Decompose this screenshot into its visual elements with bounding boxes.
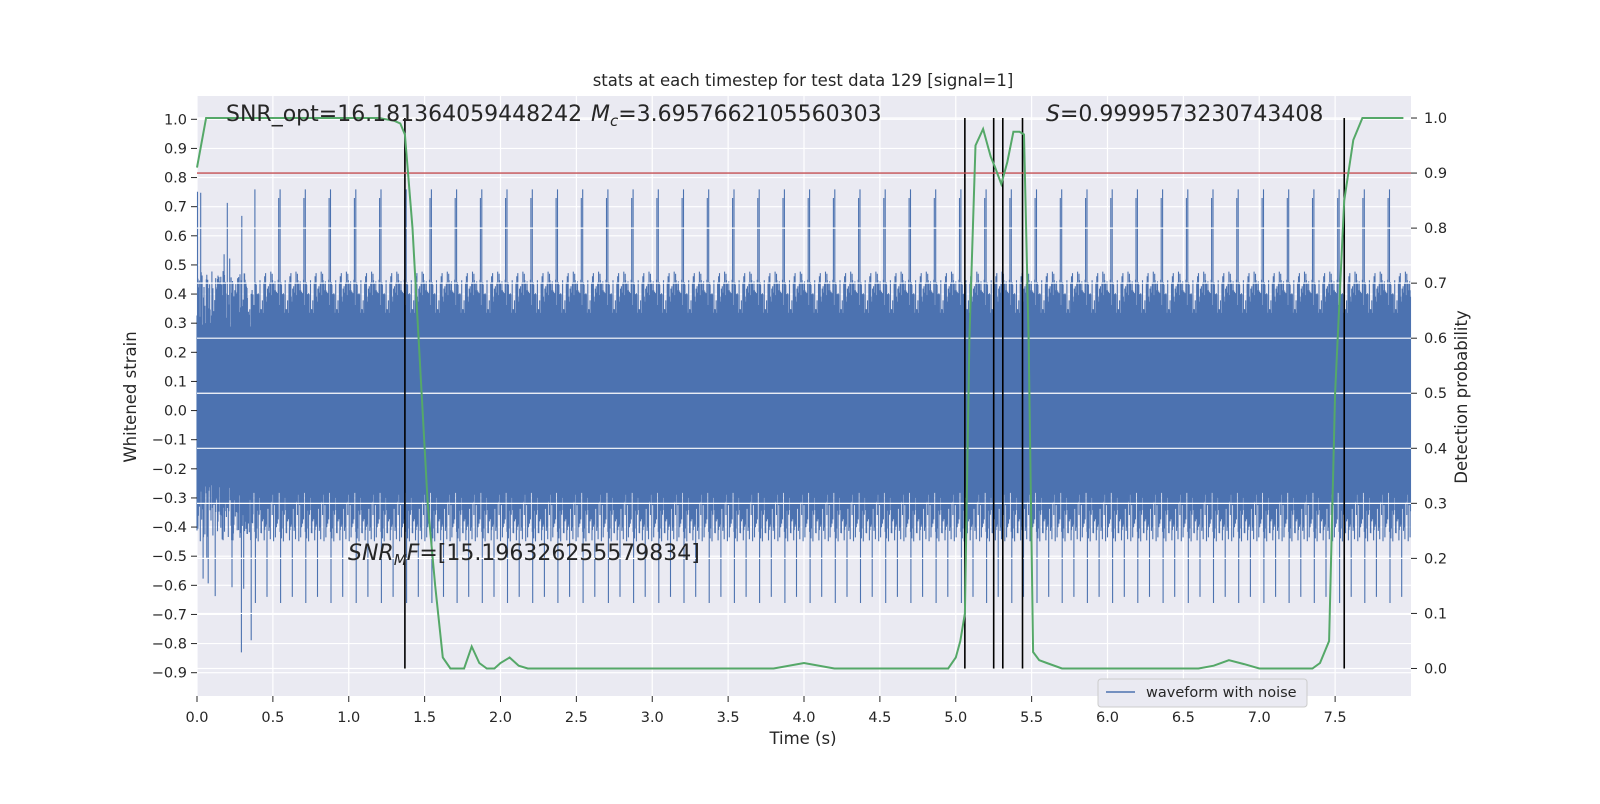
right-tick-label: 0.4 (1424, 441, 1447, 457)
probability-line (196, 117, 1404, 670)
left-tick-label: 0.4 (164, 287, 187, 303)
left-tick-label: 0.3 (164, 316, 187, 332)
left-tick-label: −0.1 (152, 433, 187, 449)
x-tick-label: 6.5 (1172, 710, 1195, 726)
legend: waveform with noise (1097, 678, 1308, 708)
legend-frame (1097, 678, 1308, 708)
left-tick-label: −0.6 (152, 578, 187, 594)
left-axis-ticks: −0.9 −0.8 −0.7 −0.6 −0.5 −0.4 −0.3 −0.2 −0.1 0.0 0… (152, 112, 197, 682)
left-tick-label: 0.9 (164, 141, 187, 157)
annotation-snr-mf-symbol: SNR (348, 541, 394, 566)
annotation-mc: Mc=3.6957662105560303 (591, 102, 882, 130)
right-tick-label: 0.3 (1424, 496, 1447, 512)
left-tick-label: −0.3 (152, 491, 187, 507)
x-tick-label: 2.0 (489, 710, 512, 726)
legend-entry: waveform with noise (1146, 685, 1297, 701)
x-tick-label: 7.5 (1324, 710, 1347, 726)
chart-title: stats at each timestep for test data 129… (593, 71, 1014, 90)
annotation-snr-mf-f: F (407, 541, 420, 566)
x-axis-label: Time (s) (768, 729, 836, 748)
x-tick-label: 1.5 (413, 710, 436, 726)
left-tick-label: −0.9 (152, 666, 187, 682)
left-tick-label: 0.2 (164, 345, 187, 361)
x-tick-label: 3.5 (717, 710, 740, 726)
annotation-mc-symbol: M (591, 102, 610, 127)
x-tick-label: 1.0 (337, 710, 360, 726)
waveform-line (196, 189, 1412, 653)
x-tick-label: 0.0 (185, 710, 208, 726)
x-tick-label: 6.0 (1096, 710, 1119, 726)
left-tick-label: 0.0 (164, 404, 187, 420)
right-tick-label: 0.8 (1424, 221, 1447, 237)
left-tick-label: 1.0 (164, 112, 187, 128)
right-axis-ticks: 0.0 0.1 0.2 0.3 0.4 0.5 0.6 0.7 0.8 0.9 1.0 (1411, 111, 1447, 677)
annotation-mc-value: =3.6957662105560303 (618, 102, 881, 127)
right-tick-label: 0.1 (1424, 606, 1447, 622)
y-axis-label-left: Whitened strain (121, 331, 140, 462)
annotation-s: S=0.9999573230743408 (1046, 102, 1323, 127)
annotation-mc-sub: c (610, 112, 619, 130)
right-tick-label: 0.7 (1424, 276, 1447, 292)
right-tick-label: 0.6 (1424, 331, 1447, 347)
annotation-snr-mf-value: =[15.196326255579834] (419, 541, 700, 566)
right-tick-label: 1.0 (1424, 111, 1447, 127)
annotation-snr-mf-sub: M (394, 551, 407, 569)
left-tick-label: −0.8 (152, 637, 187, 653)
waveform-series (196, 117, 1412, 670)
annotation-snr-mf: SNRMF=[15.196326255579834] (348, 541, 700, 569)
x-tick-label: 0.5 (261, 710, 284, 726)
right-tick-label: 0.9 (1424, 166, 1447, 182)
x-tick-label: 2.5 (565, 710, 588, 726)
right-tick-label: 0.2 (1424, 551, 1447, 567)
x-tick-label: 4.0 (792, 710, 815, 726)
probability-series (196, 117, 1404, 670)
right-tick-label: 0.5 (1424, 386, 1447, 402)
x-tick-label: 5.5 (1020, 710, 1043, 726)
right-tick-label: 0.0 (1424, 661, 1447, 677)
x-tick-label: 5.0 (944, 710, 967, 726)
y-axis-label-right: Detection probability (1452, 310, 1471, 484)
annotation-s-value: =0.9999573230743408 (1060, 102, 1323, 127)
left-tick-label: −0.7 (152, 607, 187, 623)
left-tick-label: 0.5 (164, 258, 187, 274)
x-tick-label: 4.5 (868, 710, 891, 726)
left-tick-label: 0.8 (164, 171, 187, 187)
left-tick-label: 0.7 (164, 200, 187, 216)
left-tick-label: −0.4 (152, 520, 187, 536)
left-tick-label: 0.6 (164, 229, 187, 245)
x-axis-ticks: 0.0 0.5 1.0 1.5 2.0 2.5 3.0 3.5 4.0 4.5 5.0 5.5 6.0 6… (185, 696, 1347, 726)
left-tick-label: −0.5 (152, 549, 187, 565)
annotation-snr-opt: SNR_opt=16.181364059448242 (226, 102, 582, 127)
x-tick-label: 7.0 (1248, 710, 1271, 726)
x-tick-label: 3.0 (641, 710, 664, 726)
left-tick-label: −0.2 (152, 462, 187, 478)
left-tick-label: 0.1 (164, 374, 187, 390)
annotation-s-symbol: S (1046, 102, 1060, 127)
